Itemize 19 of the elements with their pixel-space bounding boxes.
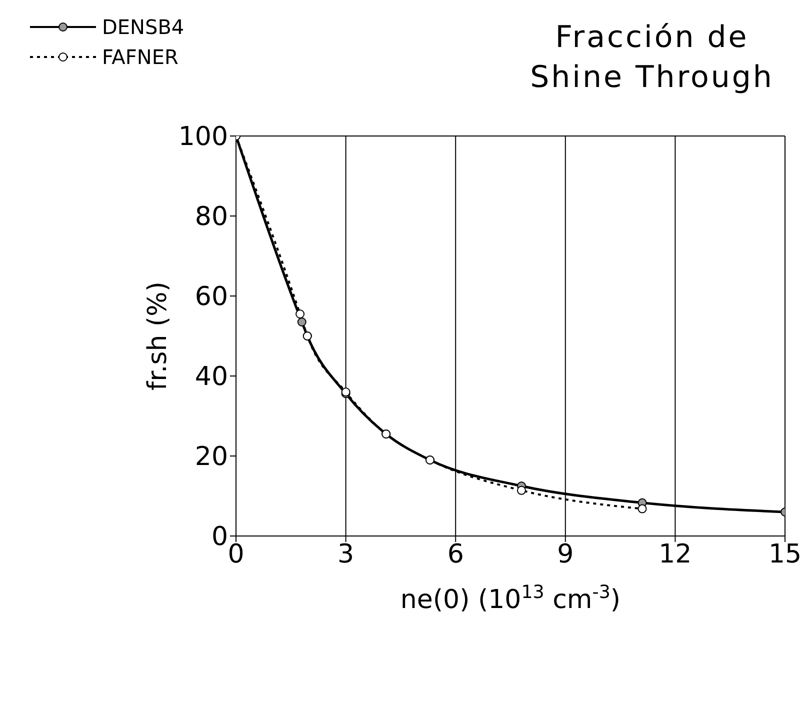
y-tick-label: 40 bbox=[194, 362, 228, 392]
x-tick-label: 9 bbox=[557, 539, 574, 570]
y-axis-title: fr.sh (%) bbox=[143, 281, 173, 391]
x-tick-label: 12 bbox=[658, 539, 692, 570]
point bbox=[296, 310, 305, 318]
point bbox=[638, 504, 647, 514]
point bbox=[516, 486, 526, 495]
x-tick-label: 3 bbox=[338, 539, 354, 570]
x-tick-label: 15 bbox=[768, 539, 802, 570]
chart-title: Fracción de Shine Through bbox=[529, 19, 775, 97]
legend-label: FAFNER bbox=[102, 45, 178, 69]
y-tick-label: 100 bbox=[178, 122, 228, 152]
y-tick-label: 80 bbox=[194, 202, 228, 232]
legend-label: DENSB4 bbox=[102, 15, 184, 39]
point bbox=[297, 318, 306, 326]
x-axis-title: ne(0) (10$^{13}$ cm$^{-3}$) bbox=[400, 582, 621, 615]
y-tick-label: 60 bbox=[194, 282, 228, 312]
x-tick-label: 6 bbox=[447, 539, 464, 570]
y-tick-label: 20 bbox=[194, 442, 228, 472]
